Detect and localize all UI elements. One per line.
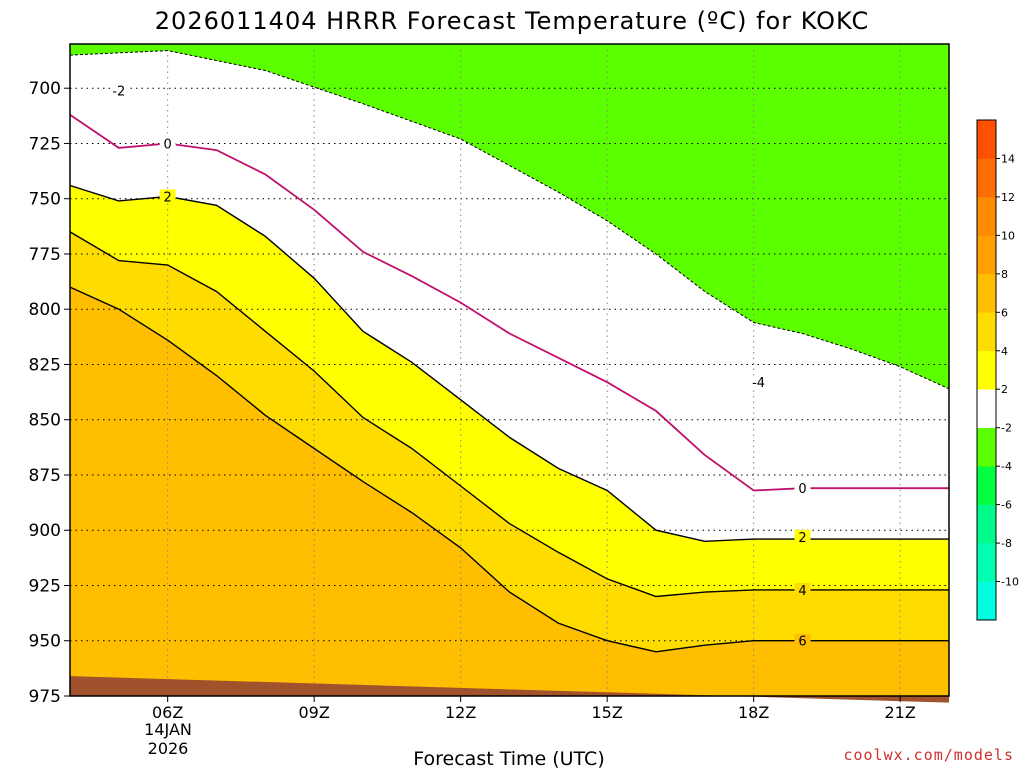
- plot-area: -2 0 2 -4 0 2 4 6: [69, 43, 950, 703]
- colorbar-frame: [976, 119, 997, 621]
- x-tick-label: 06Z: [152, 703, 183, 722]
- y-tick-label: 775: [29, 245, 61, 265]
- colorbar-tick-label: -10: [1001, 576, 1019, 589]
- colorbar-swatch: [977, 273, 996, 313]
- colorbar-swatch: [977, 196, 996, 236]
- contour-label: -4: [752, 376, 765, 391]
- x-axis: 06Z 09Z 12Z 15Z 18Z 21Z: [152, 696, 916, 722]
- contour-label: -2: [112, 84, 125, 99]
- contour-label: 2: [164, 191, 172, 206]
- colorbar-swatch: [977, 466, 996, 505]
- colorbar-swatch: [977, 389, 996, 428]
- colorbar-tick-label: -8: [1001, 537, 1012, 550]
- colorbar-swatch: [977, 504, 996, 544]
- contour-line: [69, 50, 950, 390]
- colorbar-tick-label: 10: [1001, 229, 1015, 242]
- y-tick-label: 850: [29, 411, 61, 431]
- x-tick-label: 18Z: [738, 703, 769, 722]
- y-tick-label: 875: [29, 466, 61, 486]
- x-tick-label: 09Z: [299, 703, 330, 722]
- contour-label-bg: [159, 136, 176, 151]
- colorbar-tick-label: -6: [1001, 499, 1012, 512]
- y-tick-label: 750: [29, 190, 61, 210]
- colorbar-swatch: [977, 312, 996, 352]
- contour-label-bg: [794, 529, 811, 544]
- colorbar-tick-label: 12: [1001, 191, 1015, 204]
- colorbar-tick-label: 6: [1001, 306, 1008, 319]
- colorbar-tick-label: -2: [1001, 422, 1012, 435]
- contour-label-bg: [794, 481, 811, 496]
- temperature-fills: [70, 50, 949, 697]
- date-label-day: 14JAN: [144, 720, 192, 739]
- colorbar-swatch: [977, 158, 996, 198]
- credit-label: coolwx.com/models: [843, 746, 1014, 764]
- colorbar-swatch: [977, 235, 996, 275]
- contour-label: 0: [798, 482, 806, 497]
- contour-label-bg: [794, 633, 811, 648]
- colorbar-tick-label: 4: [1001, 345, 1008, 358]
- colorbar-swatch: [977, 581, 996, 621]
- colorbar-swatch: [977, 120, 996, 159]
- colorbar-tick-label: 2: [1001, 383, 1008, 396]
- contour-label: 0: [164, 137, 172, 152]
- y-tick-label: 825: [29, 355, 61, 375]
- date-label-year: 2026: [148, 739, 189, 758]
- contour-label: 2: [798, 531, 806, 546]
- colorbar-tick-label: -4: [1001, 460, 1012, 473]
- x-axis-title: Forecast Time (UTC): [413, 748, 604, 768]
- y-tick-label: 925: [29, 576, 61, 596]
- colorbar-swatch: [977, 543, 996, 582]
- contour-label: 4: [798, 584, 806, 599]
- colorbar-tick-label: 8: [1001, 268, 1008, 281]
- fill-band: [70, 287, 949, 696]
- chart-title: 2026011404 HRRR Forecast Temperature (ºC…: [155, 7, 869, 35]
- colorbar: -10 -8 -6 -4 -2 2 4 6 8 10 12 14: [976, 119, 1019, 621]
- plot-frame: [69, 43, 950, 697]
- contour-label-bg: [794, 582, 811, 597]
- y-tick-label: 900: [29, 521, 61, 541]
- colorbar-swatch: [977, 427, 996, 467]
- contour-label: 6: [798, 635, 806, 650]
- x-tick-label: 15Z: [592, 703, 623, 722]
- contour-label-bg: [159, 189, 176, 204]
- y-axis: 700 725 750 775 800 825 850 875 900 925 950 975: [29, 79, 70, 707]
- y-tick-label: 800: [29, 300, 61, 320]
- y-tick-label: 975: [29, 687, 61, 707]
- contour-label-bg: [750, 375, 767, 390]
- contour-labels: -2 0 2 -4 0 2 4 6: [110, 83, 811, 650]
- x-tick-label: 12Z: [445, 703, 476, 722]
- y-tick-label: 725: [29, 134, 61, 154]
- colorbar-swatch: [977, 350, 996, 390]
- x-tick-label: 21Z: [885, 703, 916, 722]
- colorbar-tick-label: 14: [1001, 152, 1015, 165]
- contour-label-bg: [110, 83, 127, 98]
- y-tick-label: 700: [29, 79, 61, 99]
- y-tick-label: 950: [29, 632, 61, 652]
